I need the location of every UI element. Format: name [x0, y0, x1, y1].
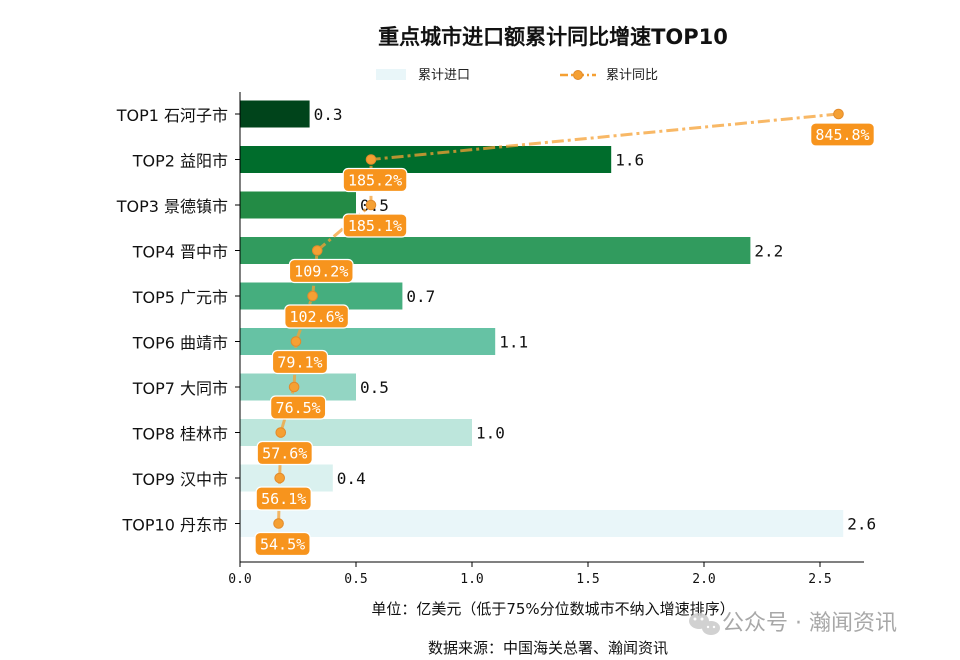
category-label: TOP10 丹东市: [122, 516, 228, 535]
category-label: TOP1 石河子市: [116, 106, 228, 125]
x-tick-label: 2.0: [692, 572, 715, 587]
growth-callout: 76.5%: [270, 395, 327, 420]
watermark: 公众号 · 瀚闻资讯: [689, 611, 897, 636]
axes-layer: 0.0 0.5 1.0 1.5 2.0 2.5: [228, 92, 864, 587]
category-label: TOP9 汉中市: [132, 470, 228, 489]
category-label: TOP5 广元市: [132, 288, 228, 307]
growth-label: 54.5%: [260, 536, 305, 554]
source-note: 数据来源：中国海关总署、瀚闻资讯: [428, 639, 668, 657]
growth-point: [311, 245, 323, 256]
bar: [240, 100, 310, 128]
growth-point: [275, 427, 287, 438]
growth-label: 109.2%: [294, 263, 348, 281]
bar-value-label: 1.0: [476, 424, 505, 443]
bar-value-label: 0.7: [406, 287, 435, 306]
growth-label: 79.1%: [277, 354, 322, 372]
growth-point: [274, 472, 285, 484]
bar-value-label: 1.6: [615, 151, 644, 170]
bar-value-label: 0.4: [337, 469, 366, 488]
legend-bar-swatch: [376, 69, 406, 80]
growth-callout-box: [254, 531, 311, 557]
growth-callout-box: [255, 486, 312, 511]
line-layer: 845.8% 185.2% 185.1% 109.2% 102.6% 79.1% 76.5%…: [254, 108, 875, 557]
bar-value-label: 2.6: [847, 515, 876, 534]
category-label: TOP7 大同市: [132, 379, 228, 398]
legend-line-label: 累计同比: [606, 68, 658, 83]
growth-label: 57.6%: [262, 445, 307, 463]
growth-point: [833, 108, 844, 120]
x-tick-label: 1.0: [460, 572, 483, 587]
bar-value-label: 1.1: [499, 333, 528, 352]
growth-callout-box: [270, 395, 327, 420]
growth-point: [365, 154, 377, 165]
growth-point: [307, 290, 318, 302]
growth-callout: 57.6%: [256, 440, 313, 466]
bar: [240, 191, 356, 219]
x-tick-label: 2.5: [808, 572, 831, 587]
watermark-text: 公众号 · 瀚闻资讯: [722, 611, 897, 636]
category-label: TOP4 晋中市: [132, 243, 228, 262]
chart-title: 重点城市进口额累计同比增速TOP10: [378, 25, 728, 49]
growth-callout: 56.1%: [255, 486, 312, 511]
growth-callout-box: [284, 304, 349, 329]
growth-callout-box: [342, 167, 408, 193]
growth-callout: 185.2%: [342, 167, 408, 193]
bar-value-label: 2.2: [754, 242, 783, 261]
growth-callout: 185.1%: [342, 213, 408, 238]
legend: 累计进口 累计同比: [376, 68, 658, 83]
growth-label: 845.8%: [815, 126, 869, 144]
legend-line-marker: [573, 70, 583, 80]
growth-point: [288, 381, 300, 393]
x-tick-label: 0.0: [228, 572, 251, 587]
x-axis-label: 单位：亿美元（低于75%分位数城市不纳入增速排序）: [371, 600, 734, 618]
growth-callout: 845.8%: [810, 122, 875, 147]
growth-label: 185.1%: [348, 217, 402, 235]
growth-callout: 102.6%: [284, 304, 349, 329]
bars-layer: 0.3 TOP1 石河子市 1.6 TOP2 益阳市 0.5 TOP3 景德镇市 2.2 TO…: [116, 100, 876, 537]
growth-callout-box: [288, 258, 354, 284]
category-label: TOP2 益阳市: [132, 152, 228, 171]
category-label: TOP3 景德镇市: [116, 197, 228, 216]
growth-callout: 79.1%: [271, 349, 329, 375]
bar: [240, 510, 844, 537]
growth-callout-box: [271, 349, 329, 375]
bar: [240, 146, 612, 173]
growth-point: [290, 336, 302, 347]
x-tick-label: 1.5: [576, 572, 599, 587]
growth-point: [365, 199, 377, 211]
wechat-icon: [689, 613, 720, 635]
growth-callout: 54.5%: [254, 531, 311, 557]
growth-label: 76.5%: [276, 399, 321, 417]
growth-label: 102.6%: [290, 308, 344, 326]
bar-value-label: 0.5: [360, 378, 389, 397]
growth-label: 56.1%: [261, 490, 306, 508]
growth-label: 185.2%: [348, 172, 402, 190]
x-tick-label: 0.5: [344, 572, 367, 587]
growth-point: [273, 518, 284, 529]
category-label: TOP6 曲靖市: [132, 334, 228, 353]
growth-callout-box: [810, 122, 875, 147]
growth-callout: 109.2%: [288, 258, 354, 284]
category-label: TOP8 桂林市: [132, 425, 228, 444]
bar-value-label: 0.3: [314, 105, 343, 124]
legend-bar-label: 累计进口: [418, 68, 470, 83]
growth-callout-box: [342, 213, 408, 238]
growth-callout-box: [256, 440, 313, 466]
